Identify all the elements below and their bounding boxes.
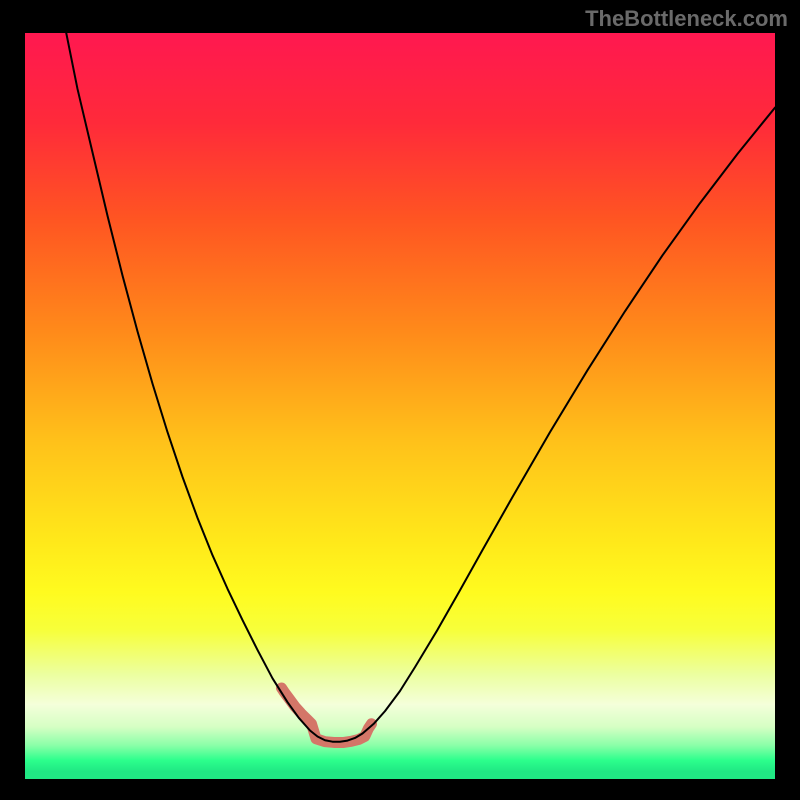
watermark-text: TheBottleneck.com (585, 6, 788, 32)
plot-area (25, 33, 775, 779)
highlight-segment (282, 688, 372, 742)
bottleneck-curve (66, 33, 775, 742)
curve-layer (25, 33, 775, 779)
